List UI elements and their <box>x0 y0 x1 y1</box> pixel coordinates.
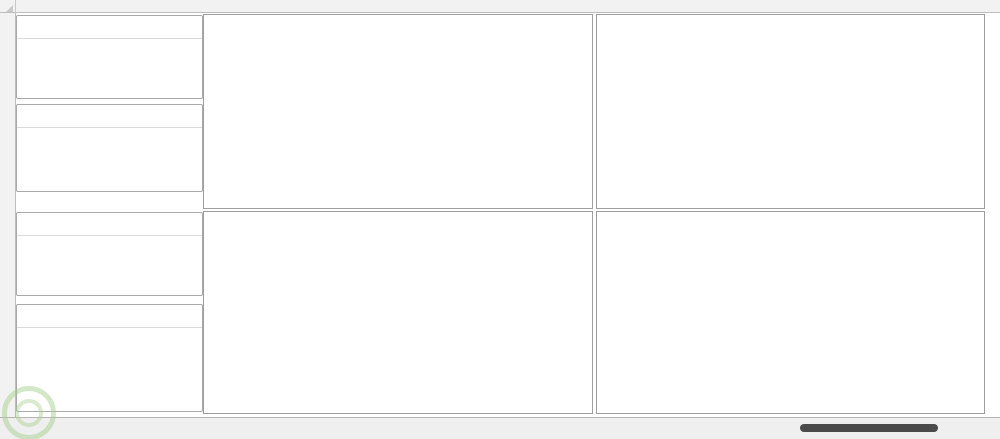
column-headers <box>0 0 1000 13</box>
slicer-account-header <box>17 305 202 328</box>
slicer-currency <box>16 212 203 296</box>
row-headers <box>0 13 16 417</box>
sheet-tab-bar <box>0 417 1000 439</box>
chart-sga-by-year <box>596 14 985 209</box>
slicer-department-header <box>17 16 202 39</box>
slicer-year <box>16 104 203 192</box>
sheet-nav-right-arrow[interactable] <box>34 418 54 439</box>
slicer-currency-header <box>17 213 202 236</box>
chart-revenue-by-year <box>203 14 593 209</box>
tab-overflow-menu[interactable] <box>762 417 776 439</box>
hscroll-right-arrow[interactable] <box>952 417 968 439</box>
slicer-account <box>16 304 203 412</box>
slicer-year-header <box>17 105 202 128</box>
sheet-nav-left-arrow[interactable] <box>14 418 34 439</box>
slicer-department <box>16 15 203 99</box>
chart-net-amount <box>596 211 985 414</box>
hscroll-thumb[interactable] <box>800 424 938 432</box>
hscroll-left-arrow[interactable] <box>782 417 798 439</box>
chart-top10-abs <box>203 211 593 414</box>
select-all-corner[interactable] <box>0 0 16 13</box>
